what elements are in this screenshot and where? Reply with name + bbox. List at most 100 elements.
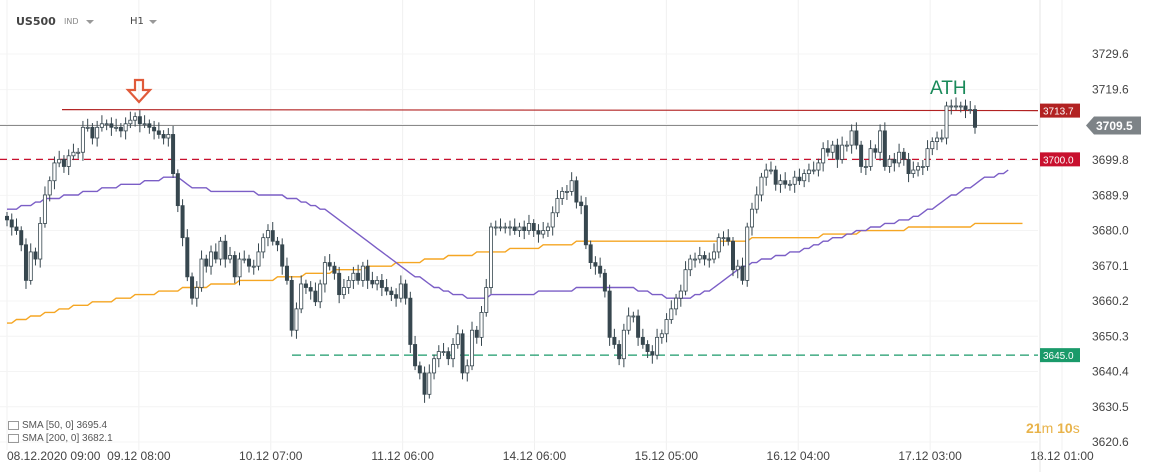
candle-body (228, 255, 233, 260)
chevron-down-icon[interactable] (86, 20, 94, 24)
candle-body (664, 319, 669, 335)
candle-body (294, 308, 299, 331)
candle-body (232, 255, 237, 278)
candle-body (868, 148, 873, 167)
candle-body (636, 315, 641, 338)
candle-body (607, 290, 612, 338)
candle-body (669, 308, 674, 320)
candle-body (38, 223, 43, 260)
price-tag-3700-text: 3700.0 (1043, 155, 1074, 166)
candle-body (441, 351, 446, 353)
candle-body (128, 119, 133, 125)
candle-body (57, 158, 62, 164)
candle-body (417, 365, 422, 374)
candle-body (280, 244, 285, 267)
candle-body (332, 265, 337, 274)
candle-body (85, 126, 90, 129)
candle-body (109, 123, 114, 128)
candle-body (792, 176, 797, 185)
candle-body (251, 265, 256, 268)
candle-body (341, 287, 346, 296)
candle-body (152, 126, 157, 132)
candle-body (161, 134, 166, 139)
candle-body (531, 223, 536, 231)
candle-body (973, 109, 978, 128)
candle-body (593, 262, 598, 267)
candle-body (199, 258, 204, 288)
candle-body (14, 226, 19, 231)
y-tick-label: 3640.4 (1092, 365, 1129, 379)
candle-body (432, 358, 437, 374)
candle-body (270, 230, 275, 242)
candle-body (783, 180, 788, 185)
candle-body (574, 180, 579, 203)
x-tick-label: 17.12 03:00 (898, 449, 962, 463)
candle-body (541, 230, 546, 235)
indicator-icon (8, 420, 19, 430)
candle-body (897, 151, 902, 164)
candle-body (61, 158, 66, 167)
candle-body (365, 265, 370, 281)
y-tick-label: 3729.6 (1092, 47, 1129, 61)
candle-body (825, 148, 830, 153)
candle-body (821, 148, 826, 164)
candle-body (816, 162, 821, 171)
x-tick-label: 18.12 01:00 (1030, 449, 1094, 463)
candle-body (147, 123, 152, 128)
candle-body (209, 251, 214, 267)
candle-body (721, 237, 726, 240)
candle-countdown: 21m 10s (1026, 420, 1080, 436)
y-tick-label: 3620.6 (1092, 435, 1129, 449)
candle-body (930, 141, 935, 150)
candle-body (76, 151, 81, 154)
candle-body (318, 283, 323, 303)
timeframe-selector[interactable]: H1 (130, 16, 144, 27)
candle-body (337, 272, 342, 296)
candle-body (835, 144, 840, 160)
candle-body (242, 258, 247, 261)
candle-body (261, 237, 266, 253)
candle-body (408, 297, 413, 345)
candle-body (778, 180, 783, 185)
legend-sma50[interactable]: SMA [50, 0] 3695.4 (8, 420, 107, 431)
chevron-down-icon[interactable] (149, 20, 157, 24)
candle-body (911, 169, 916, 175)
candle-body (878, 130, 883, 153)
candle-body (712, 251, 717, 260)
y-tick-label: 3660.2 (1092, 294, 1129, 308)
symbol-label[interactable]: US500 (16, 15, 56, 28)
candle-body (602, 272, 607, 292)
legend-sma200[interactable]: SMA [200, 0] 3682.1 (8, 433, 113, 444)
candle-body (726, 237, 731, 242)
candle-body (52, 162, 57, 182)
candle-body (925, 148, 930, 167)
candle-body (517, 226, 522, 231)
price-tag-ath-text: 3713.7 (1043, 107, 1074, 118)
candle-body (764, 169, 769, 178)
candle-body (963, 105, 968, 110)
candle-body (422, 372, 427, 395)
candle-body (379, 279, 384, 288)
candle-body (688, 258, 693, 271)
candle-body (583, 205, 588, 246)
candle-body (185, 237, 190, 278)
candle-body (697, 255, 702, 260)
candle-body (507, 226, 512, 229)
candle-body (99, 123, 104, 128)
candle-body (954, 105, 959, 108)
current-price-tag (1086, 116, 1141, 135)
candle-body (19, 230, 24, 246)
candle-body (958, 105, 963, 108)
candle-body (71, 151, 76, 157)
candle-body (194, 287, 199, 299)
y-tick-label: 3680.0 (1092, 224, 1129, 238)
candle-body (118, 126, 123, 132)
candle-body (175, 173, 180, 207)
y-tick-label: 3719.6 (1092, 83, 1129, 97)
candle-body (555, 198, 560, 214)
candle-body (256, 251, 261, 267)
ath-annotation: ATH (930, 78, 967, 99)
candle-body (90, 126, 95, 139)
candle-body (873, 148, 878, 153)
